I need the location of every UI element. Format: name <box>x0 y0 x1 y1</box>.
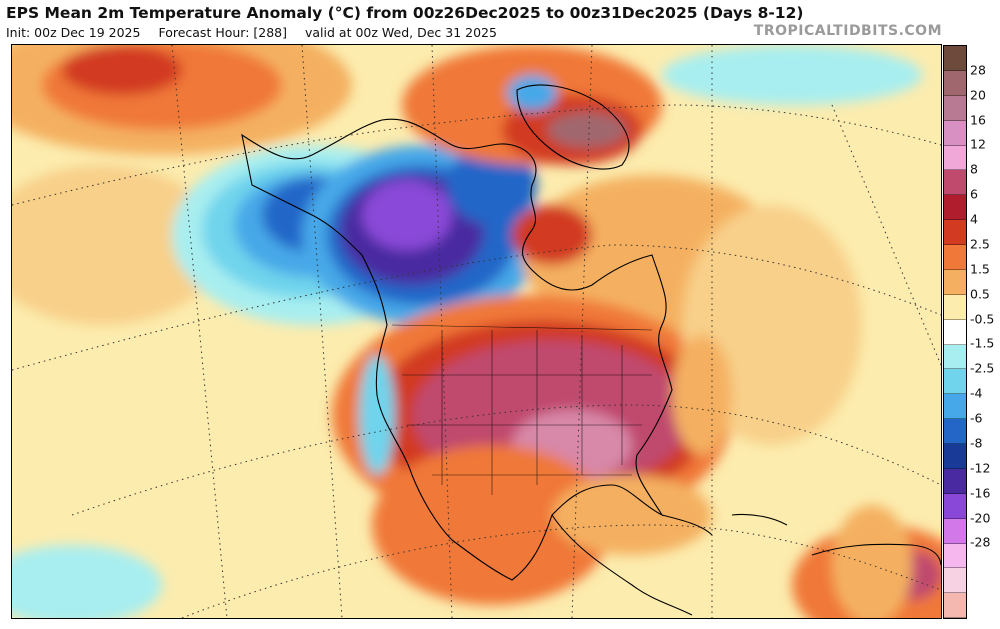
colorbar-label: -0.5 <box>970 311 995 327</box>
colorbar-segment <box>944 120 966 146</box>
colorbar-label: 20 <box>970 87 986 103</box>
anomaly-map <box>11 44 942 619</box>
colorbar-label: 4 <box>970 211 978 227</box>
init-time: Init: 00z Dec 19 2025 <box>6 25 141 40</box>
colorbar-segment <box>944 369 966 395</box>
graticule <box>12 45 941 618</box>
colorbar <box>943 45 967 619</box>
colorbar-label: -8 <box>970 435 983 451</box>
colorbar-label: -20 <box>970 510 991 526</box>
colorbar-label: -1.5 <box>970 335 995 351</box>
colorbar-segment <box>944 70 966 96</box>
colorbar-segment <box>944 245 966 270</box>
colorbar-segment <box>944 145 966 171</box>
colorbar-segment <box>944 518 966 544</box>
colorbar-label: -2.5 <box>970 360 995 376</box>
colorbar-labels: 28 20 16 12 8 6 4 2.5 1.5 0.5 -0.5 -1.5 -2.5 -4 -6 -8 -1… <box>968 45 1000 617</box>
colorbar-label: 6 <box>970 186 978 202</box>
colorbar-segment <box>944 95 966 121</box>
colorbar-segment <box>944 269 966 295</box>
colorbar-label: 1.5 <box>970 261 990 277</box>
colorbar-label: -12 <box>970 460 991 476</box>
colorbar-label: -6 <box>970 410 983 426</box>
colorbar-label: -16 <box>970 485 991 501</box>
colorbar-label: -28 <box>970 534 991 550</box>
forecast-hour: Forecast Hour: [288] <box>158 25 288 40</box>
site-watermark: TROPICALTIDBITS.COM <box>753 23 942 39</box>
colorbar-segment <box>944 593 966 619</box>
colorbar-label: 0.5 <box>970 286 990 302</box>
colorbar-segment <box>944 319 966 345</box>
colorbar-label: 28 <box>970 62 986 78</box>
colorbar-segment <box>944 394 966 420</box>
colorbar-segment <box>944 543 966 569</box>
colorbar-label: 16 <box>970 112 986 128</box>
colorbar-segment <box>944 220 966 245</box>
map-subtitle: Init: 00z Dec 19 2025 Forecast Hour: [28… <box>6 25 511 40</box>
colorbar-label: -4 <box>970 385 983 401</box>
colorbar-segment <box>944 294 966 320</box>
colorbar-label: 8 <box>970 161 978 177</box>
colorbar-label: 12 <box>970 136 986 152</box>
colorbar-segment <box>944 444 966 469</box>
colorbar-segment <box>944 568 966 594</box>
colorbar-segment <box>944 468 966 494</box>
colorbar-segment <box>944 493 966 519</box>
colorbar-label: 2.5 <box>970 236 990 252</box>
colorbar-segment <box>944 344 966 370</box>
colorbar-segment <box>944 170 966 196</box>
colorbar-segment <box>944 46 966 71</box>
colorbar-segment <box>944 419 966 444</box>
valid-time: valid at 00z Wed, Dec 31 2025 <box>305 25 497 40</box>
map-canvas <box>12 45 941 618</box>
colorbar-segment <box>944 195 966 221</box>
coastlines <box>241 84 941 616</box>
map-title: EPS Mean 2m Temperature Anomaly (°C) fro… <box>6 4 804 22</box>
